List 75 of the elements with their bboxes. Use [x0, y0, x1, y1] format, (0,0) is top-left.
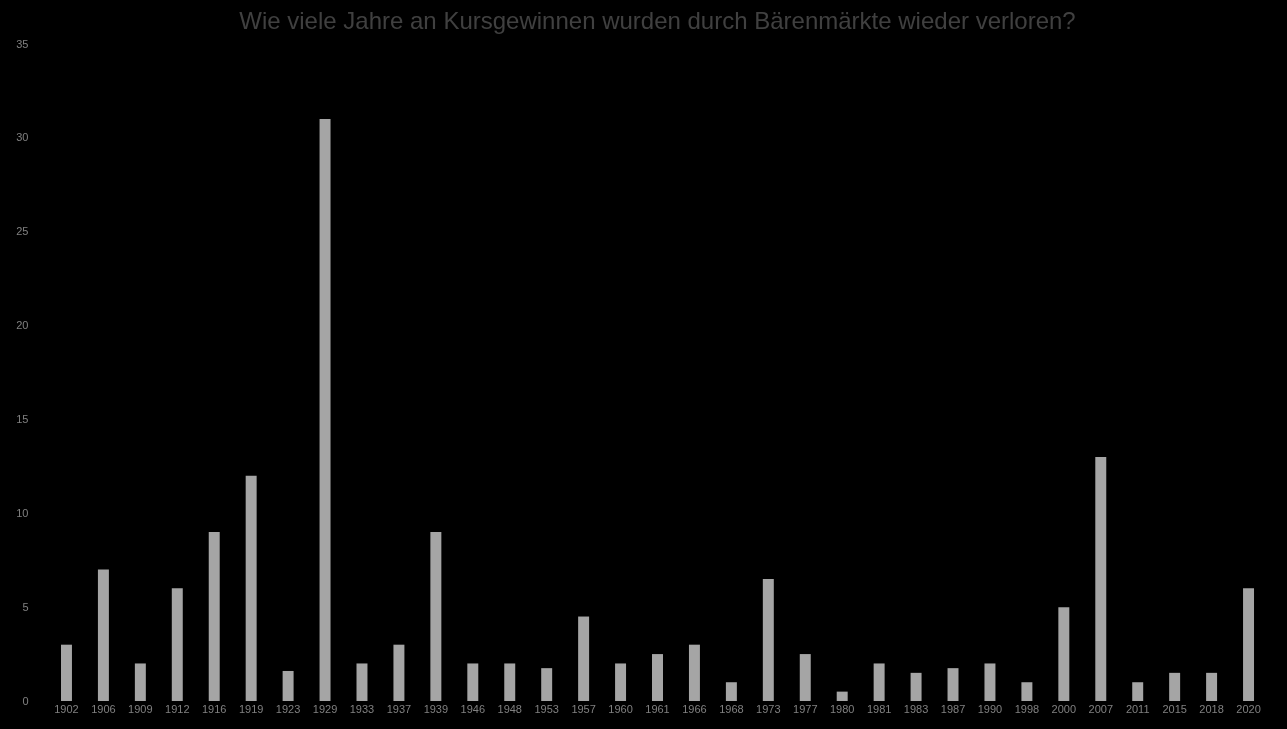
x-tick-label: 1906: [91, 702, 116, 715]
x-tick-label: 2011: [1125, 702, 1150, 715]
x-tick-label: 1990: [977, 702, 1003, 715]
x-tick-label: 1980: [829, 702, 855, 715]
bar: [97, 569, 109, 701]
bar: [282, 670, 294, 701]
x-tick-label: 1998: [1014, 702, 1040, 715]
bar: [615, 663, 627, 701]
bar: [430, 532, 442, 701]
bar: [1058, 607, 1070, 701]
x-tick-label: 1909: [128, 702, 153, 715]
x-tick-label: 1912: [165, 702, 190, 715]
bar: [578, 616, 590, 701]
x-tick-label: 1919: [238, 702, 264, 715]
x-tick-label: 1966: [682, 702, 707, 715]
bar: [467, 663, 479, 701]
bar: [319, 119, 331, 701]
bar: [836, 691, 848, 701]
x-tick-label: 1961: [645, 702, 670, 715]
bar: [947, 668, 959, 701]
y-tick-label: 20: [16, 319, 29, 332]
bar: [504, 663, 516, 701]
x-tick-label: 1939: [423, 702, 449, 715]
bar: [1132, 682, 1144, 701]
bar: [60, 644, 72, 701]
chart-title: Wie viele Jahre an Kursgewinnen wurden durch Bärenmärkte wieder verloren?: [239, 7, 1076, 34]
y-tick-label: 0: [22, 694, 29, 707]
bar: [356, 663, 368, 701]
bar: [688, 644, 700, 701]
bar: [393, 644, 405, 701]
x-tick-label: 1929: [312, 702, 338, 715]
bar: [910, 672, 922, 701]
x-tick-label: 1953: [534, 702, 559, 715]
y-tick-label: 35: [16, 37, 29, 50]
y-tick-label: 10: [16, 506, 29, 519]
y-tick-label: 30: [16, 131, 29, 144]
bar: [873, 663, 885, 701]
x-tick-label: 1983: [903, 702, 929, 715]
x-tick-label: 1957: [571, 702, 596, 715]
x-tick-label: 2000: [1051, 702, 1077, 715]
x-tick-label: 2007: [1088, 702, 1114, 715]
y-tick-label: 15: [16, 412, 29, 425]
bar: [762, 578, 774, 701]
x-tick-label: 1987: [940, 702, 966, 715]
x-tick-label: 1960: [608, 702, 633, 715]
bar: [725, 682, 737, 701]
bar: [1206, 672, 1218, 701]
bar: [541, 668, 553, 701]
x-tick-label: 1973: [756, 702, 781, 715]
x-tick-label: 1937: [386, 702, 412, 715]
bar: [1243, 588, 1255, 701]
x-tick-label: 1968: [719, 702, 744, 715]
bar: [1095, 456, 1107, 701]
bar: [245, 475, 257, 701]
bar: [799, 654, 811, 701]
bar: [1021, 682, 1033, 701]
y-tick-label: 25: [16, 225, 29, 238]
x-tick-label: 1902: [54, 702, 79, 715]
bar: [208, 532, 220, 701]
x-tick-label: 1923: [275, 702, 301, 715]
x-tick-label: 1916: [201, 702, 227, 715]
bar: [134, 663, 146, 701]
x-tick-label: 2020: [1236, 702, 1261, 715]
x-tick-label: 1933: [349, 702, 375, 715]
bar: [984, 663, 996, 701]
bar: [171, 588, 183, 701]
x-tick-label: 2015: [1162, 702, 1187, 715]
x-tick-label: 1946: [460, 702, 486, 715]
y-tick-label: 5: [22, 600, 29, 613]
x-tick-label: 1981: [866, 702, 892, 715]
x-tick-label: 1977: [793, 702, 818, 715]
x-tick-label: 1948: [497, 702, 522, 715]
bar: [1169, 672, 1181, 701]
x-tick-label: 2018: [1199, 702, 1224, 715]
bar: [652, 654, 663, 701]
